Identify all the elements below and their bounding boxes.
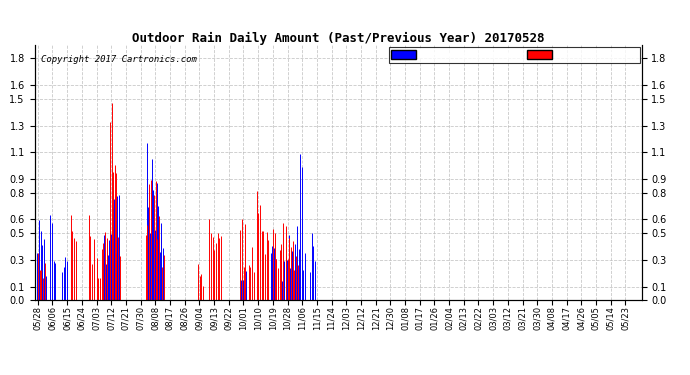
Title: Outdoor Rain Daily Amount (Past/Previous Year) 20170528: Outdoor Rain Daily Amount (Past/Previous… (132, 32, 544, 45)
Legend: Previous  (Inches), Past  (Inches): Previous (Inches), Past (Inches) (388, 47, 640, 63)
Text: Copyright 2017 Cartronics.com: Copyright 2017 Cartronics.com (41, 55, 197, 64)
